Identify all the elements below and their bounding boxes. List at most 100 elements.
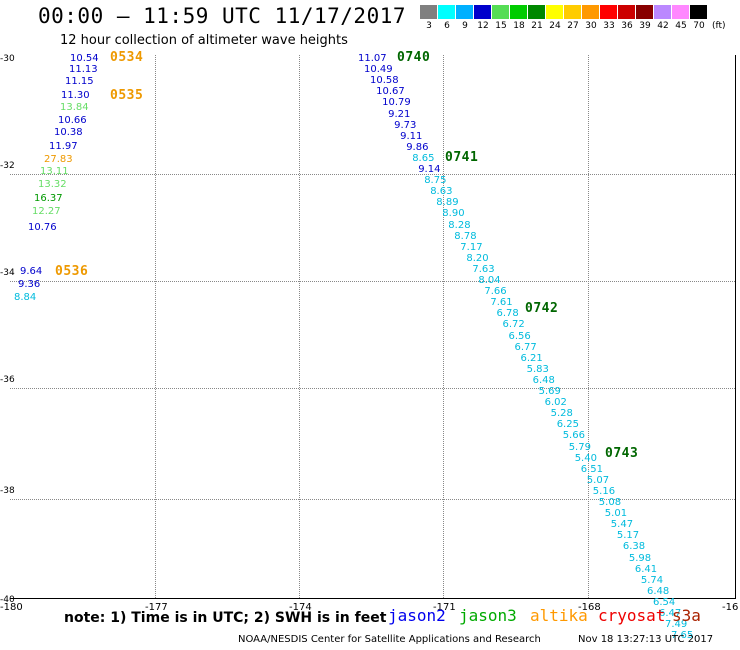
color-scale-swatch <box>690 5 708 19</box>
swh-value: 6.56 <box>508 330 531 342</box>
swh-value: 10.76 <box>28 222 57 233</box>
color-scale-swatch <box>528 5 546 19</box>
longitude-gridline <box>588 55 589 598</box>
swh-value: 7.61 <box>490 297 513 309</box>
color-scale-swatch <box>600 5 618 19</box>
color-scale-swatch <box>474 5 492 19</box>
color-scale-swatch <box>564 5 582 19</box>
swh-value: 8.63 <box>430 186 453 198</box>
longitude-label: -16 <box>722 602 739 613</box>
latitude-label: -32 <box>0 161 15 171</box>
longitude-label: -177 <box>145 602 168 613</box>
color-scale-bar <box>420 5 708 19</box>
swh-value: 10.38 <box>54 127 83 138</box>
color-scale-swatch <box>420 5 438 19</box>
longitude-gridline <box>443 55 444 598</box>
color-scale-swatch <box>438 5 456 19</box>
latitude-label: -30 <box>0 54 15 64</box>
swh-value: 10.66 <box>58 115 87 126</box>
swh-value: 10.79 <box>382 97 411 109</box>
swh-value: 5.47 <box>610 519 634 531</box>
color-scale-swatch <box>618 5 636 19</box>
latitude-gridline <box>10 281 735 282</box>
swh-value: 8.75 <box>424 175 447 187</box>
color-scale-tick: 36 <box>621 21 633 31</box>
swh-value: 11.13 <box>69 64 98 75</box>
swh-value: 9.64 <box>20 266 43 277</box>
pass-time-label: 0742 <box>525 301 559 316</box>
swh-value: 7.66 <box>484 286 507 298</box>
swh-value: 5.07 <box>586 474 610 486</box>
swh-value: 5.08 <box>598 497 622 508</box>
color-scale-tick: 45 <box>675 21 687 31</box>
swh-value: 27.83 <box>44 154 73 165</box>
pass-time-label: 0536 <box>55 264 89 279</box>
swh-value: 10.67 <box>376 86 405 98</box>
color-scale-tick: 33 <box>603 21 615 31</box>
swh-value: 8.04 <box>478 275 501 286</box>
color-scale-tick: 21 <box>531 21 543 31</box>
swh-value: 13.32 <box>38 179 67 190</box>
swh-value: 6.25 <box>556 419 579 431</box>
credit-line: NOAA/NESDIS Center for Satellite Applica… <box>238 634 541 645</box>
swh-value: 9.36 <box>18 279 41 290</box>
pass-time-label: 0535 <box>110 88 144 103</box>
swh-value: 9.14 <box>418 164 441 175</box>
color-scale-tick: 3 <box>426 21 432 31</box>
swh-value: 5.74 <box>640 574 664 586</box>
color-scale-swatch <box>636 5 654 19</box>
swh-value: 9.73 <box>394 119 417 131</box>
color-scale-swatch <box>546 5 564 19</box>
color-scale-unit: (ft) <box>712 21 726 31</box>
swh-value: 6.41 <box>634 563 658 575</box>
color-scale-tick: 9 <box>462 21 468 31</box>
swh-value: 5.16 <box>592 485 616 497</box>
swh-value: 6.51 <box>580 463 603 475</box>
swh-value: 9.86 <box>406 141 429 153</box>
color-scale-swatch <box>492 5 510 19</box>
swh-value: 5.40 <box>574 452 597 464</box>
color-scale-tick: 15 <box>495 21 507 31</box>
longitude-label: -171 <box>433 602 456 613</box>
legend-entry-jason2: jason2 <box>388 606 446 625</box>
color-scale-tick: 18 <box>513 21 525 31</box>
latitude-label: -40 <box>0 595 15 605</box>
pass-time-label: 0534 <box>110 50 144 65</box>
swh-value: 8.89 <box>436 197 459 209</box>
swh-value: 10.58 <box>370 75 399 87</box>
swh-value: 11.15 <box>65 76 94 87</box>
swh-value: 16.37 <box>34 193 63 204</box>
latitude-label: -38 <box>0 486 15 496</box>
color-scale-tick: 39 <box>639 21 651 31</box>
color-scale-labels: 3 6 9 12 15 18 21 24 27 30 33 36 39 42 45 70 <box>420 21 708 31</box>
legend-entry-altika: altika <box>530 606 588 625</box>
legend-entry-cryosat: cryosat <box>598 606 666 625</box>
swh-value: 6.21 <box>520 352 543 364</box>
swh-value: 11.30 <box>61 90 90 101</box>
latitude-label: -34 <box>0 268 15 278</box>
swh-value: 9.11 <box>400 130 423 142</box>
swh-value: 6.72 <box>502 319 525 331</box>
generation-timestamp: Nov 18 13:27:13 UTC 2017 <box>578 634 714 645</box>
swh-value: 8.90 <box>442 208 465 220</box>
swh-value: 7.17 <box>460 241 483 253</box>
swh-value: 5.01 <box>604 508 628 520</box>
map-frame <box>10 55 736 599</box>
swh-value: 8.65 <box>412 152 435 164</box>
swh-value: 11.07 <box>358 53 387 64</box>
color-scale-tick: 42 <box>657 21 669 31</box>
longitude-label: -174 <box>289 602 312 613</box>
color-scale-swatch <box>510 5 528 19</box>
color-scale-swatch <box>654 5 672 19</box>
swh-value: 8.84 <box>14 292 37 303</box>
swh-value: 6.54 <box>653 596 676 608</box>
page-subtitle: 12 hour collection of altimeter wave hei… <box>60 33 348 48</box>
swh-value: 6.38 <box>622 541 646 553</box>
latitude-label: -36 <box>0 375 15 385</box>
color-scale-swatch <box>582 5 600 19</box>
swh-value: 7.63 <box>472 263 495 275</box>
page-title: 00:00 – 11:59 UTC 11/17/2017 <box>38 4 407 28</box>
units-note: note: 1) Time is in UTC; 2) SWH is in fe… <box>64 610 387 626</box>
swh-value: 6.02 <box>544 397 567 409</box>
